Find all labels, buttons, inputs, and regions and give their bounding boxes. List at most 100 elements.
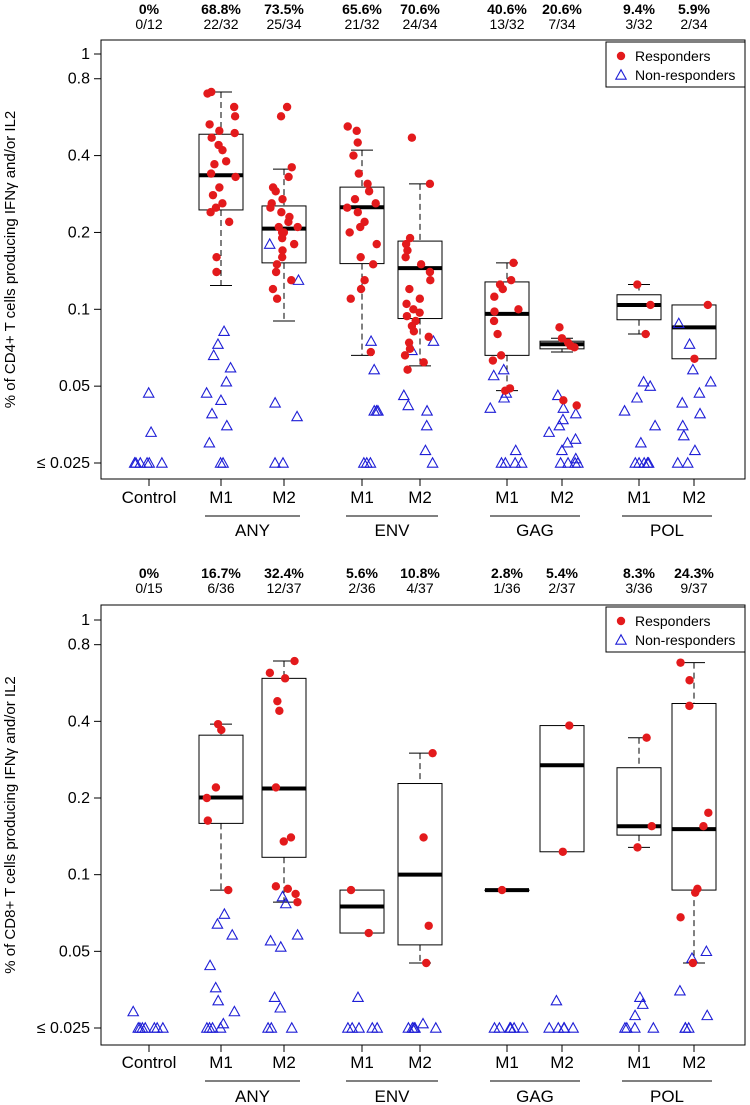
- box: [616, 767, 662, 836]
- responder-point: [354, 169, 364, 178]
- category-label: M1: [495, 488, 519, 507]
- nonresponder-point: [569, 407, 582, 419]
- responder-point: [691, 888, 700, 897]
- y-axis-label: % of CD8+ T cells producing IFNγ and/or …: [2, 676, 19, 974]
- responder-point: [493, 329, 502, 339]
- responder-point: [405, 233, 415, 243]
- responder-point: [356, 222, 365, 232]
- nonresponder-point: [679, 1021, 692, 1033]
- nonresponder-point: [211, 917, 224, 929]
- responder-point: [217, 725, 226, 735]
- nonresponder-point: [352, 1021, 366, 1033]
- nonresponder-point: [136, 1021, 149, 1033]
- responder-point: [415, 308, 424, 317]
- responder-point: [401, 239, 411, 249]
- nonresponder-point: [566, 1021, 580, 1033]
- nonresponder-point: [550, 994, 563, 1006]
- nonresponder-point: [214, 393, 228, 406]
- responder-point: [280, 674, 290, 683]
- nonresponder-point: [351, 990, 365, 1003]
- responder-point: [343, 203, 352, 212]
- responder-point: [372, 239, 381, 249]
- responder-point: [273, 696, 282, 706]
- responder-point: [276, 112, 286, 121]
- y-tick-label: 0.05: [59, 378, 90, 395]
- group-label: ENV: [375, 1087, 411, 1105]
- y-tick-label: 0.4: [68, 148, 90, 165]
- responder-point: [424, 332, 433, 342]
- y-axis-label: % of CD4+ T cells producing IFNγ and/or …: [2, 111, 19, 409]
- nonresponder-point: [207, 349, 220, 361]
- group-label: ANY: [235, 521, 270, 540]
- nonresponder-point: [144, 425, 158, 437]
- responder-point: [203, 89, 212, 98]
- responder-point: [293, 222, 302, 232]
- nonresponder-point: [488, 1021, 501, 1033]
- nonresponder-point: [142, 386, 155, 398]
- box: [539, 725, 585, 853]
- responder-point: [349, 151, 358, 160]
- nonresponder-point: [156, 1021, 169, 1033]
- percent-label: 8.3%: [623, 565, 655, 581]
- responder-point: [287, 276, 296, 285]
- responder-point: [363, 179, 372, 189]
- category-label: M2: [682, 1053, 706, 1072]
- nonresponder-point: [618, 404, 631, 416]
- nonresponder-point: [553, 419, 566, 431]
- responder-point: [345, 228, 354, 237]
- fraction-label: 3/36: [625, 580, 652, 596]
- nonresponder-point: [628, 1021, 641, 1033]
- responder-point: [282, 102, 292, 112]
- responder-point: [641, 329, 650, 339]
- responder-point: [224, 217, 234, 227]
- responder-point: [286, 833, 296, 842]
- nonresponder-point: [686, 363, 700, 375]
- nonresponder-point: [226, 928, 239, 940]
- responder-point: [405, 284, 414, 294]
- fraction-label: 24/34: [402, 16, 437, 32]
- percent-label: 70.6%: [400, 1, 440, 17]
- responder-point: [277, 252, 287, 262]
- nonresponder-point: [642, 456, 655, 468]
- nonresponder-point: [268, 456, 282, 468]
- y-tick-label: 0.8: [68, 71, 90, 88]
- nonresponder-point: [644, 379, 657, 391]
- responder-point: [555, 323, 564, 332]
- fraction-label: 2/34: [680, 16, 707, 32]
- responder-point: [212, 252, 221, 262]
- responder-point: [690, 354, 699, 363]
- legend-responder-marker: [616, 51, 626, 61]
- responder-point: [272, 260, 282, 269]
- y-tick-label: 0.2: [68, 790, 90, 807]
- nonresponder-point: [214, 456, 227, 468]
- nonresponder-point: [671, 456, 684, 468]
- responder-point: [557, 334, 567, 343]
- group-label: GAG: [516, 521, 554, 540]
- nonresponder-point: [504, 1021, 517, 1033]
- box: [671, 703, 717, 891]
- responder-point: [215, 126, 224, 136]
- percent-label: 68.8%: [201, 1, 241, 17]
- responder-point: [704, 808, 713, 817]
- nonresponder-point: [143, 456, 156, 468]
- plot-frame: [100, 604, 746, 1046]
- category-label: M1: [495, 1053, 519, 1072]
- responder-point: [207, 133, 216, 142]
- nonresponder-point: [420, 419, 433, 431]
- responder-point: [203, 816, 213, 825]
- responder-point: [212, 267, 221, 277]
- box: [198, 734, 244, 824]
- fraction-label: 9/37: [680, 580, 707, 596]
- category-label: Control: [122, 1053, 177, 1072]
- box: [484, 281, 530, 356]
- responder-point: [506, 276, 516, 285]
- y-tick-label: 1: [81, 46, 90, 63]
- nonresponder-point: [220, 419, 233, 431]
- responder-point: [419, 358, 428, 367]
- responder-point: [424, 921, 433, 930]
- nonresponder-point: [543, 1021, 556, 1033]
- nonresponder-point: [220, 375, 233, 387]
- nonresponder-point: [620, 1021, 633, 1033]
- responder-point: [275, 706, 284, 716]
